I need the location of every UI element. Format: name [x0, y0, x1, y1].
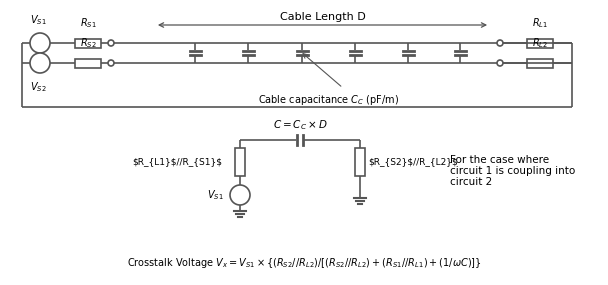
- Text: For the case where: For the case where: [450, 155, 549, 165]
- FancyBboxPatch shape: [235, 148, 245, 176]
- Text: $R_{S2}$//R_{L2}$: $R_{S2}$//R_{L2}$: [368, 157, 458, 166]
- FancyBboxPatch shape: [355, 148, 365, 176]
- Circle shape: [30, 53, 50, 73]
- Circle shape: [108, 40, 114, 46]
- Circle shape: [497, 60, 503, 66]
- Text: $R_{L2}$: $R_{L2}$: [532, 36, 548, 50]
- Circle shape: [30, 33, 50, 53]
- Text: $V_{S2}$: $V_{S2}$: [30, 80, 46, 94]
- FancyBboxPatch shape: [75, 58, 101, 68]
- Text: circuit 1 is coupling into: circuit 1 is coupling into: [450, 166, 575, 176]
- Text: $C=C_C\times D$: $C=C_C\times D$: [272, 118, 328, 132]
- Text: $R_{L1}$: $R_{L1}$: [532, 16, 548, 30]
- FancyBboxPatch shape: [75, 38, 101, 48]
- Text: Crosstalk Voltage $V_x=V_{S1}\times\{(R_{S2}//R_{L2})/$$[(R_{S2}//R_{L2})+(R_{S1: Crosstalk Voltage $V_x=V_{S1}\times\{(R_…: [126, 256, 482, 270]
- Text: $R_{L1}$//R_{S1}$: $R_{L1}$//R_{S1}$: [132, 157, 222, 166]
- Text: Cable Length D: Cable Length D: [280, 12, 365, 22]
- Circle shape: [230, 185, 250, 205]
- FancyBboxPatch shape: [527, 38, 553, 48]
- Text: Cable capacitance $C_C$ (pF/m): Cable capacitance $C_C$ (pF/m): [258, 93, 399, 107]
- Text: $R_{S1}$: $R_{S1}$: [80, 16, 96, 30]
- FancyBboxPatch shape: [527, 58, 553, 68]
- Text: $V_{S1}$: $V_{S1}$: [207, 188, 224, 202]
- Circle shape: [497, 40, 503, 46]
- Text: circuit 2: circuit 2: [450, 177, 492, 187]
- Circle shape: [108, 60, 114, 66]
- Text: $V_{S1}$: $V_{S1}$: [30, 13, 46, 27]
- Text: $R_{S2}$: $R_{S2}$: [80, 36, 96, 50]
